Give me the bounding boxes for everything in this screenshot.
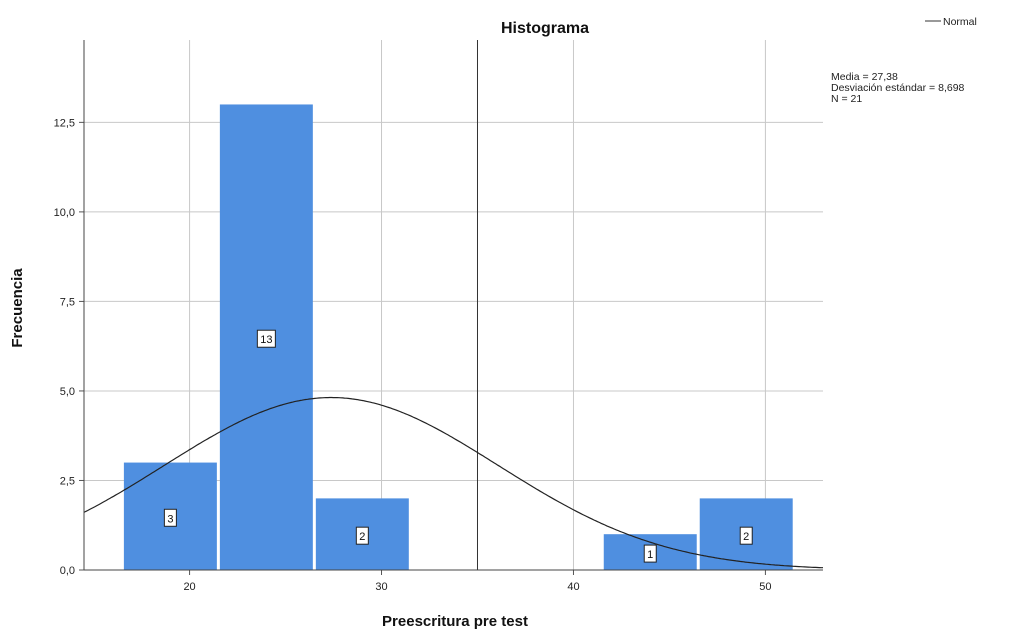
bar-value-label: 3 <box>167 513 173 525</box>
normal-curve <box>83 396 823 569</box>
legend-label-normal: Normal <box>943 16 977 28</box>
bar-label-box <box>643 544 657 563</box>
legend: Normal <box>925 16 977 28</box>
stats-sd: Desviación estándar = 8,698 <box>831 82 965 94</box>
y-tick-label: 5,0 <box>60 386 75 398</box>
x-tick-label: 30 <box>375 581 387 593</box>
y-tick-label: 12,5 <box>54 117 75 129</box>
histogram-bars <box>123 104 793 570</box>
normal-curve-layer <box>83 396 823 569</box>
bar-value-label: 2 <box>359 531 365 543</box>
stats-mean: Media = 27,38 <box>831 71 898 83</box>
bar-label-box <box>739 526 753 545</box>
bar-value-labels: 3 13 2 1 2 <box>163 329 753 563</box>
x-tick-label: 50 <box>759 581 771 593</box>
y-tick-label: 2,5 <box>60 475 75 487</box>
bar-label-box <box>355 526 369 545</box>
axes <box>79 40 823 575</box>
bar-value-label: 1 <box>647 549 653 561</box>
x-tick-labels: 20 30 40 50 <box>183 581 771 593</box>
bar-label-box <box>163 508 177 527</box>
y-tick-labels: 0,0 2,5 5,0 7,5 10,0 12,5 <box>54 117 75 577</box>
stats-box: Media = 27,38 Desviación estándar = 8,69… <box>831 71 965 105</box>
bar-label-box <box>256 329 276 348</box>
x-tick-label: 20 <box>183 581 195 593</box>
y-tick-label: 7,5 <box>60 296 75 308</box>
y-tick-label: 0,0 <box>60 565 75 577</box>
grid-lines <box>84 40 823 570</box>
y-axis-title: Frecuencia <box>9 268 26 348</box>
x-axis-title: Preescritura pre test <box>382 613 528 630</box>
stats-n: N = 21 <box>831 93 862 105</box>
y-tick-label: 10,0 <box>54 207 75 219</box>
x-tick-label: 40 <box>567 581 579 593</box>
bar-value-label: 13 <box>260 334 272 346</box>
bar-value-label: 2 <box>743 531 749 543</box>
chart-title: Histograma <box>501 20 589 37</box>
